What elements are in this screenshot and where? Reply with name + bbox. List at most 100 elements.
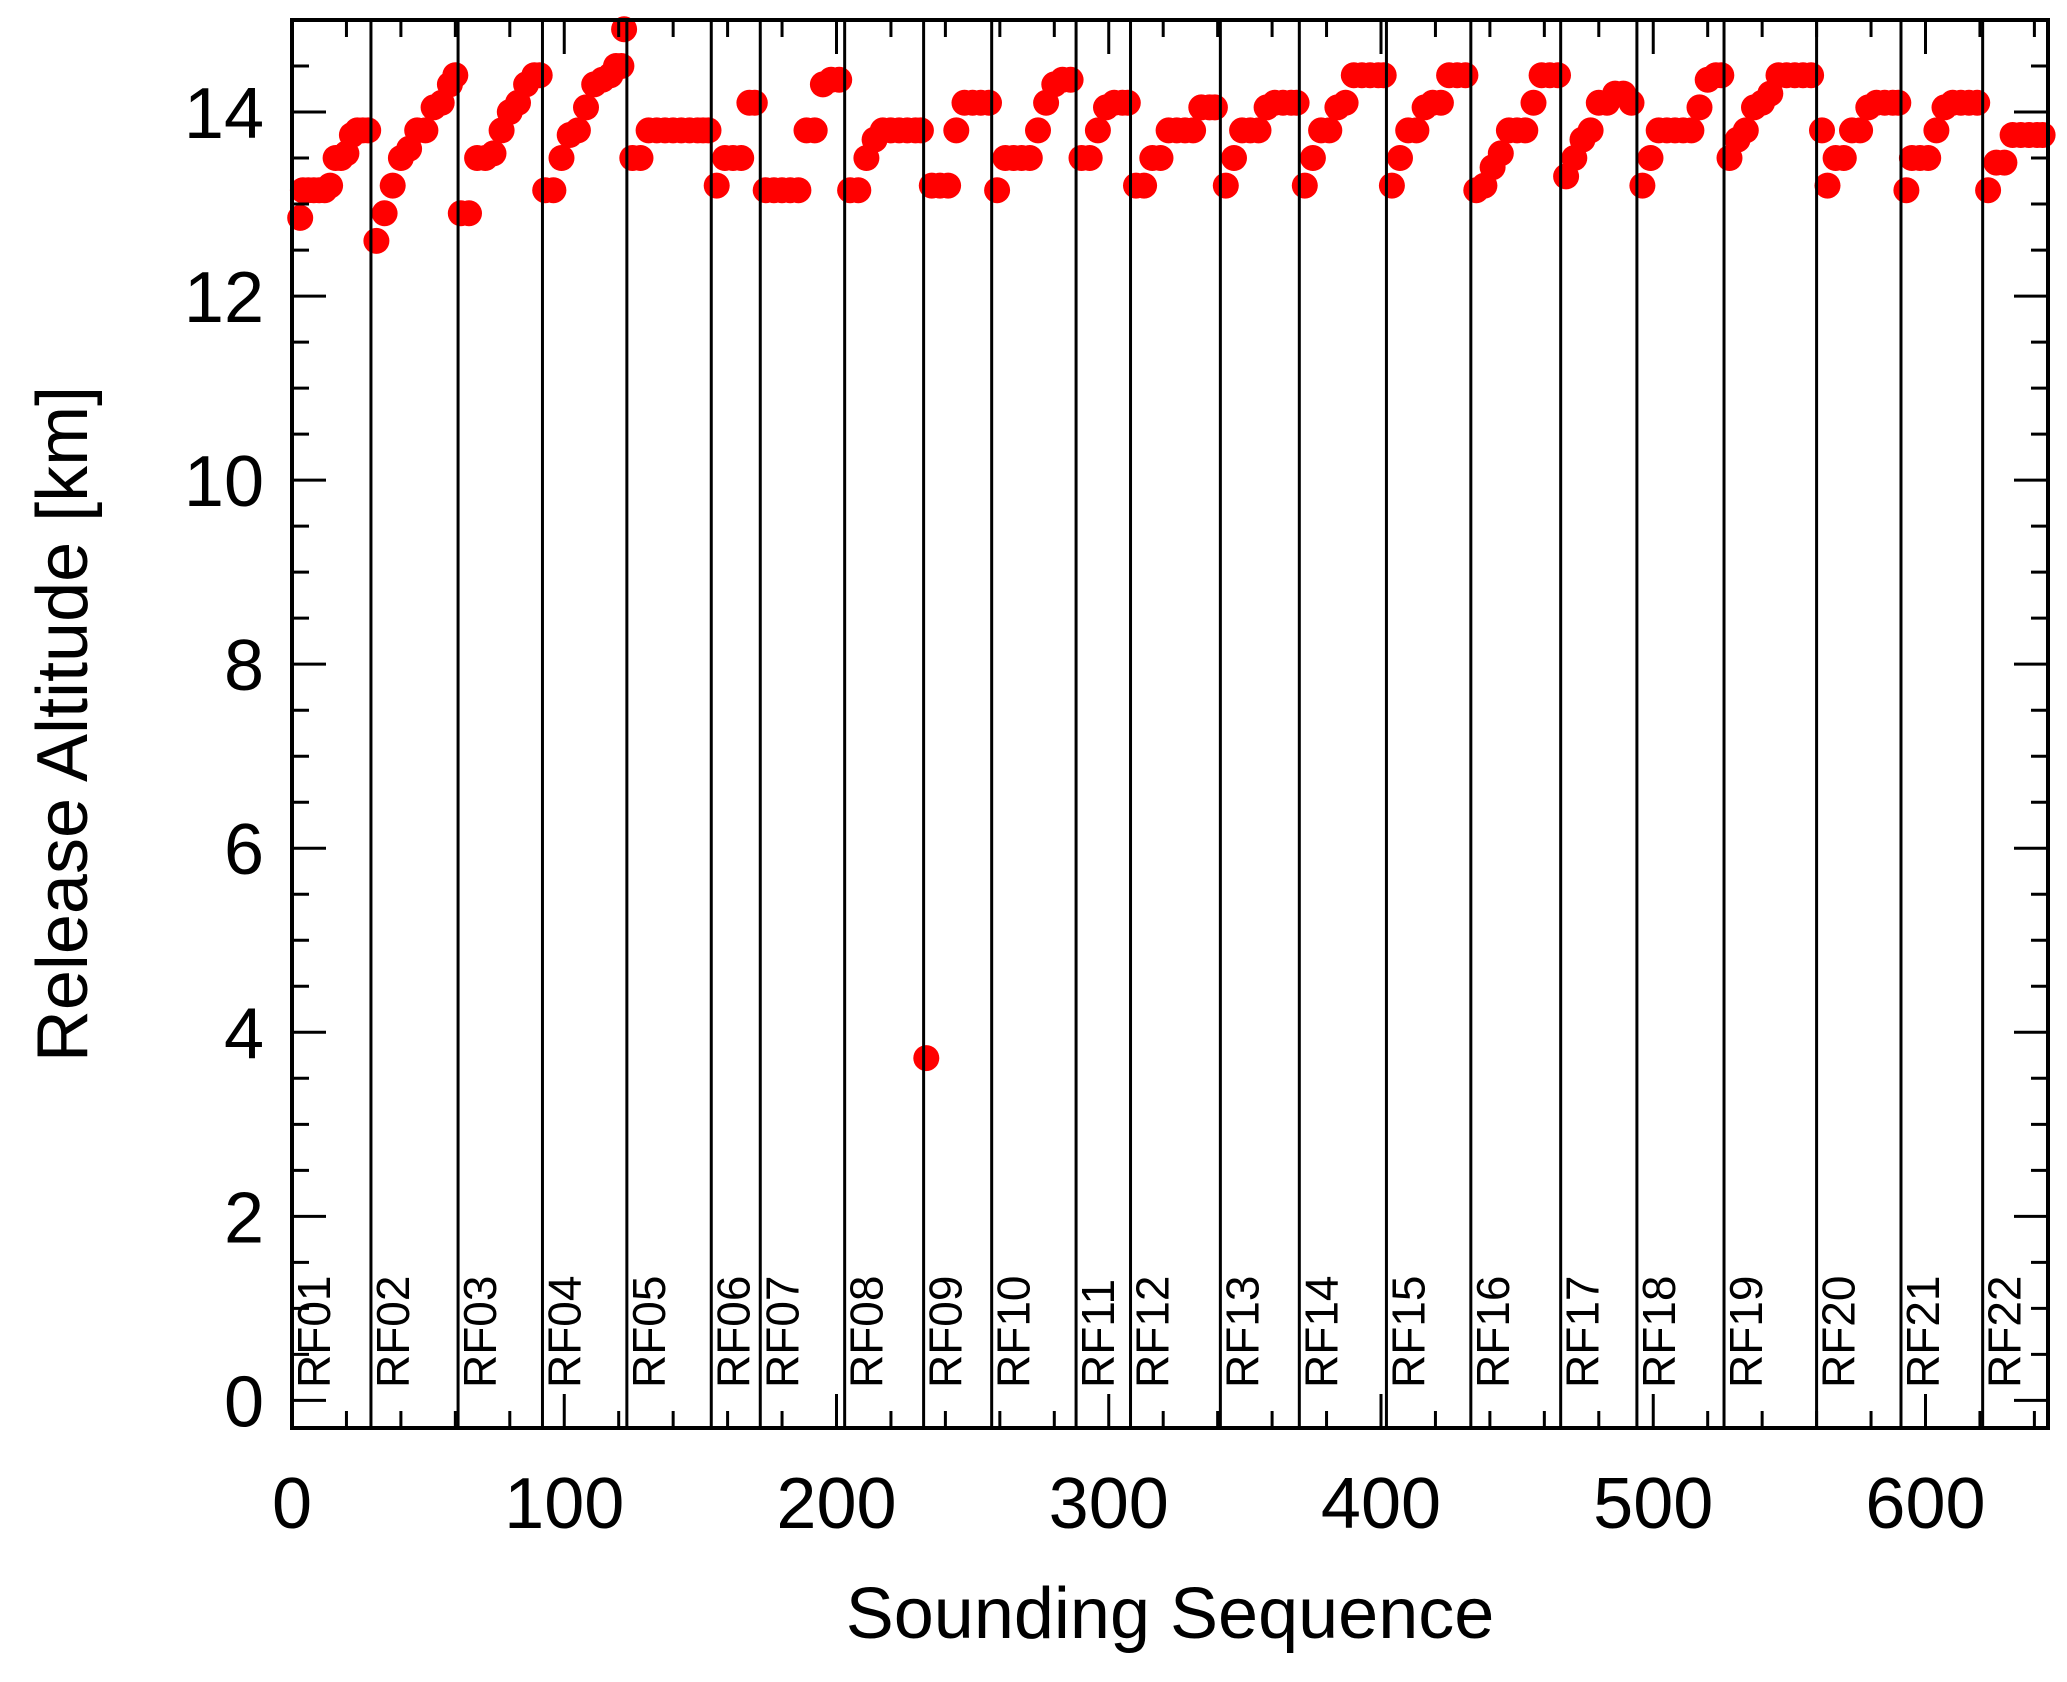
x-tick-label: 400 xyxy=(1321,1464,1441,1544)
flight-dividers xyxy=(369,20,1985,1428)
y-tick-label: 14 xyxy=(184,74,264,154)
data-point xyxy=(826,66,853,93)
data-point xyxy=(913,1045,940,1072)
data-point xyxy=(548,145,575,171)
data-point xyxy=(1378,172,1405,199)
data-point xyxy=(1847,117,1874,144)
flight-label: RF20 xyxy=(1813,1276,1865,1388)
data-point xyxy=(943,117,970,144)
data-point xyxy=(976,89,1002,116)
data-point xyxy=(1678,117,1705,144)
data-point xyxy=(1923,117,1950,144)
data-point xyxy=(1618,89,1645,116)
data-point xyxy=(526,62,553,89)
flight-label: RF05 xyxy=(623,1276,675,1388)
data-point xyxy=(371,200,398,227)
data-point xyxy=(1403,117,1430,144)
data-point xyxy=(480,140,507,167)
data-point xyxy=(317,172,344,199)
data-point xyxy=(1025,117,1051,144)
flight-label: RF18 xyxy=(1633,1276,1685,1388)
data-point xyxy=(1427,89,1454,116)
data-point xyxy=(1975,177,2002,204)
data-point xyxy=(442,62,469,89)
x-axis-ticks: 0 100 200 300 400 500 600 xyxy=(272,20,2036,1544)
y-tick-label: 2 xyxy=(224,1178,264,1258)
data-point xyxy=(984,177,1011,204)
data-point xyxy=(801,117,828,144)
data-point xyxy=(1299,145,1326,171)
data-point xyxy=(456,200,482,227)
data-point xyxy=(1487,140,1514,167)
y-axis-ticks: 0 2 4 6 8 10 12 14 xyxy=(184,18,2048,1442)
x-tick-label: 200 xyxy=(776,1464,896,1544)
data-point xyxy=(1332,89,1359,116)
data-point xyxy=(1452,62,1479,89)
data-point xyxy=(1057,66,1084,93)
data-point xyxy=(1147,145,1174,171)
data-point xyxy=(540,177,567,204)
data-point xyxy=(608,53,635,79)
flight-label: RF19 xyxy=(1720,1276,1772,1388)
flight-label: RF21 xyxy=(1897,1276,1949,1388)
data-point xyxy=(907,117,934,144)
x-tick-label: 500 xyxy=(1593,1464,1713,1544)
flight-label: RF17 xyxy=(1557,1276,1609,1388)
data-point xyxy=(1212,172,1239,199)
data-point xyxy=(845,177,872,204)
flight-label: RF12 xyxy=(1127,1276,1179,1388)
data-point xyxy=(1180,117,1207,144)
data-point xyxy=(379,172,406,199)
plot-frame xyxy=(290,18,2050,1430)
x-tick-label: 300 xyxy=(1049,1464,1169,1544)
data-point xyxy=(1131,172,1158,199)
data-point xyxy=(1637,145,1664,171)
data-point xyxy=(1798,62,1825,89)
data-point xyxy=(1893,177,1920,204)
data-point xyxy=(741,89,768,116)
flight-label: RF16 xyxy=(1467,1276,1519,1388)
flight-label: RF13 xyxy=(1216,1276,1268,1388)
flight-label: RF22 xyxy=(1979,1276,2031,1388)
y-tick-label: 4 xyxy=(224,994,264,1074)
flight-label: RF11 xyxy=(1072,1279,1124,1388)
data-point xyxy=(1114,89,1141,116)
data-point xyxy=(1964,89,1991,116)
data-point xyxy=(1577,117,1604,144)
data-point xyxy=(1520,89,1547,116)
data-point xyxy=(1512,117,1539,144)
data-point xyxy=(695,117,722,144)
data-point xyxy=(1885,89,1912,116)
flight-label: RF08 xyxy=(841,1276,893,1388)
flight-label: RF02 xyxy=(367,1276,419,1388)
data-point xyxy=(1915,145,1942,171)
data-point xyxy=(355,117,382,144)
y-axis-label: Release Altitude [km] xyxy=(23,386,103,1062)
data-point xyxy=(1991,149,2018,176)
data-point xyxy=(703,172,730,199)
data-point xyxy=(1370,62,1397,89)
data-point xyxy=(1809,117,1835,144)
data-point xyxy=(1732,117,1759,144)
y-tick-label: 10 xyxy=(184,442,264,522)
x-tick-label: 100 xyxy=(504,1464,624,1544)
data-point xyxy=(564,117,591,144)
data-point xyxy=(1387,145,1413,171)
data-point xyxy=(1016,145,1043,171)
flight-label: RF01 xyxy=(288,1276,340,1388)
data-point xyxy=(785,177,812,204)
data-point xyxy=(573,94,599,121)
data-point xyxy=(1291,172,1318,199)
data-point xyxy=(1076,145,1103,171)
plot-border xyxy=(290,18,2050,1430)
x-axis-label: Sounding Sequence xyxy=(846,1574,1495,1654)
flight-label: RF09 xyxy=(920,1276,972,1388)
flight-label: RF06 xyxy=(707,1276,759,1388)
data-point xyxy=(1201,94,1228,121)
data-point xyxy=(1814,172,1841,199)
data-point xyxy=(1221,145,1247,171)
x-tick-label: 0 xyxy=(272,1464,312,1544)
